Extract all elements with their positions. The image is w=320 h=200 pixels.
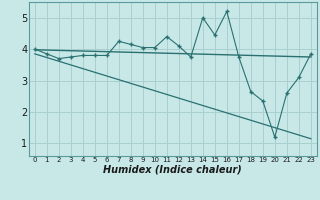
X-axis label: Humidex (Indice chaleur): Humidex (Indice chaleur) (103, 165, 242, 175)
